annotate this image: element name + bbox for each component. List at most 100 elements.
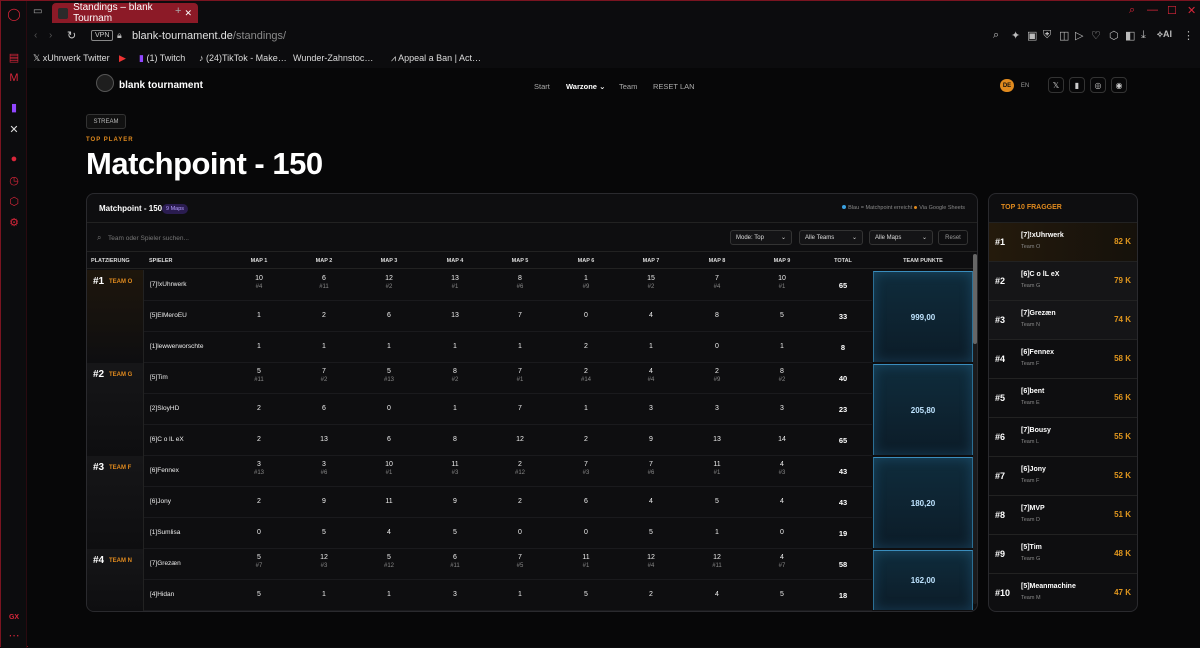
address-bar[interactable]: blank-tournament.de/standings/ — [132, 30, 286, 42]
fragger-row[interactable]: #10 [5]Meanmachine Team M 47 K — [989, 573, 1137, 611]
card-title: Matchpoint - 150 — [99, 204, 163, 213]
reset-button[interactable]: Reset — [938, 230, 968, 245]
search-tabs-icon[interactable]: ⌕ — [1129, 4, 1136, 16]
orange-dot-icon — [914, 206, 918, 209]
minimize-icon[interactable]: — — [1147, 4, 1158, 16]
tab-standings[interactable]: Standings – blank Tournam ✕ — [52, 2, 198, 24]
play-icon[interactable]: ▷ — [1075, 30, 1084, 42]
discord-icon[interactable]: ◉ — [1111, 77, 1127, 93]
table-row[interactable]: [6]C o lL eX 2 13 6 8 12 2 9 13 14 65 — [144, 425, 872, 456]
map-rank: #12 — [514, 470, 525, 476]
fragger-row[interactable]: #6 [7]Bousy Team L 55 K — [989, 417, 1137, 456]
forward-icon[interactable]: › — [49, 30, 53, 41]
table-row[interactable]: [2]SloyHD 2 6 0 1 7 1 3 3 3 23 — [144, 394, 872, 425]
opera-logo-icon[interactable]: ◯ — [7, 7, 21, 21]
map-score: 12 #11 — [702, 554, 732, 569]
map-score: 10 #4 — [244, 275, 274, 290]
vpn-badge[interactable]: VPN — [91, 30, 114, 41]
lang-en[interactable]: EN — [1020, 82, 1030, 89]
fragger-row[interactable]: #5 [6]bent Team E 56 K — [989, 378, 1137, 417]
map-kills: 2 — [715, 368, 719, 375]
tab-switch-icon[interactable]: ▭ — [33, 6, 43, 17]
site-logo[interactable]: blank tournament — [119, 80, 203, 91]
nav-team[interactable]: Team — [619, 82, 638, 91]
mode-select[interactable]: Mode: Top ⌄ — [730, 230, 792, 245]
puzzle-icon[interactable]: ⬡ — [1109, 30, 1119, 42]
shield-icon[interactable]: ⛨ — [1043, 29, 1052, 41]
bookmark-item[interactable]: Wunder-Zahnstoc… — [293, 53, 373, 63]
stream-button[interactable]: STREAM — [86, 114, 126, 129]
map-rank: #7 — [255, 563, 263, 569]
youtube-bookmark-icon[interactable]: ▶ — [119, 53, 126, 63]
table-row[interactable]: [1]Sumlisa 0 5 4 5 0 0 5 1 0 19 — [144, 518, 872, 549]
fragger-row[interactable]: #4 [6]Fennex Team F 58 K — [989, 339, 1137, 378]
history-icon[interactable]: ◷ — [9, 174, 19, 187]
maximize-icon[interactable]: ☐ — [1167, 5, 1177, 17]
back-icon[interactable]: ‹ — [34, 30, 38, 41]
menu-icon[interactable]: ⋮ — [1183, 30, 1194, 42]
more-icon[interactable]: ⋯ — [8, 629, 20, 642]
new-tab-icon[interactable]: + — [175, 5, 182, 17]
table-row[interactable]: [7]Grezæn 5 #7 12 #3 5 #12 6 #11 7 #5 11 #1 12 #4 12 #11… — [144, 549, 872, 580]
close-tab-icon[interactable]: ✕ — [184, 7, 192, 18]
wallet-icon[interactable]: ◧ — [1125, 30, 1136, 42]
scrollbar[interactable] — [973, 254, 977, 604]
table-row[interactable]: [6]Jony 2 9 11 9 2 6 4 5 4 43 — [144, 487, 872, 518]
twitch-icon[interactable]: ▮ — [1069, 77, 1085, 93]
zoom-icon[interactable]: ⌕ — [993, 29, 1000, 41]
nav-warzone[interactable]: Warzone ⌄ — [566, 82, 605, 91]
table-row[interactable]: [7]!xUhrwerk 10 #4 6 #11 12 #2 13 #1 8 #6 1 #9 15 #2 7 #… — [144, 270, 872, 301]
search-input[interactable] — [108, 231, 308, 245]
fragger-row[interactable]: #1 [7]!xUhrwerk Team O 82 K — [989, 222, 1137, 261]
scrollbar-thumb[interactable] — [973, 254, 977, 344]
table-row[interactable]: [6]Fennex 3 #13 3 #6 10 #1 11 #3 2 #12 7 #3 7 #6 11 #1 4 #… — [144, 456, 872, 487]
pin-icon[interactable]: ✦ — [1011, 30, 1021, 42]
reload-icon[interactable]: ↻ — [67, 30, 77, 42]
map-kills: 5 — [715, 498, 719, 505]
gx-label[interactable]: GX — [8, 613, 20, 621]
bookmark-item[interactable]: 𝕏 xUhrwerk Twitter — [33, 53, 110, 64]
map-kills: 7 — [649, 461, 653, 468]
table-row[interactable]: [4]Hidan 5 1 1 3 1 5 2 4 5 18 — [144, 580, 872, 611]
lang-de[interactable]: DE — [1000, 79, 1014, 92]
download-icon[interactable]: ⤓ — [1141, 29, 1146, 41]
settings-icon[interactable]: ⚙ — [9, 216, 19, 229]
map-kills: 9 — [322, 498, 326, 505]
placement-block: #2 TEAM G — [87, 363, 144, 456]
news-icon[interactable]: ▤ — [8, 51, 20, 64]
twitch-icon[interactable]: ▮ — [10, 101, 18, 114]
maps-select[interactable]: Alle Maps ⌄ — [869, 230, 933, 245]
x-icon[interactable]: 𝕏 — [1048, 77, 1064, 93]
fragger-row[interactable]: #7 [6]Jony Team F 52 K — [989, 456, 1137, 495]
close-window-icon[interactable]: ✕ — [1187, 5, 1197, 17]
snapshot-icon[interactable]: ▣ — [1027, 30, 1038, 42]
bookmark-item[interactable]: ⩘ Appeal a Ban | Act… — [391, 53, 481, 64]
table-row[interactable]: [5]ElMeroEU 1 2 6 13 7 0 4 8 5 33 — [144, 301, 872, 332]
cube-icon[interactable]: ◫ — [1059, 30, 1070, 42]
table-row[interactable]: [1]lewwerworschte 1 1 1 1 1 2 1 0 1 8 — [144, 332, 872, 363]
x-icon[interactable]: ✕ — [9, 123, 19, 136]
map-score: 3 #6 — [309, 461, 339, 476]
map-kills: 11 — [713, 461, 721, 468]
table-row[interactable]: [5]Tim 5 #11 7 #2 5 #13 8 #2 7 #1 2 #14 4 #4 2 #9 8 #2 40 — [144, 363, 872, 394]
player-name: [6]Fennex — [150, 467, 179, 474]
nav-start[interactable]: Start — [534, 82, 550, 91]
map-kills: 14 — [778, 436, 786, 443]
fragger-row[interactable]: #8 [7]MVP Team D 51 K — [989, 495, 1137, 534]
map-score: 4 — [636, 312, 666, 319]
logo-icon[interactable] — [96, 74, 114, 92]
bookmark-item[interactable]: ▮ (1) Twitch — [139, 53, 185, 64]
nav-reset-lan[interactable]: RESET LAN — [653, 82, 695, 91]
fragger-row[interactable]: #3 [7]Grezæn Team N 74 K — [989, 300, 1137, 339]
teams-select[interactable]: Alle Teams ⌄ — [799, 230, 863, 245]
fragger-row[interactable]: #9 [5]Tim Team G 48 K — [989, 534, 1137, 573]
instagram-icon[interactable]: ◎ — [1090, 77, 1106, 93]
heart-icon[interactable]: ♡ — [1091, 30, 1101, 42]
spotify-icon[interactable]: ● — [10, 153, 18, 165]
lock-icon[interactable]: 🔒︎ — [117, 30, 122, 40]
extensions-icon[interactable]: ⬡ — [9, 195, 19, 208]
ai-button[interactable]: ⟡AI — [1157, 29, 1172, 39]
mail-icon[interactable]: M — [9, 72, 19, 84]
fragger-row[interactable]: #2 [6]C o lL eX Team G 79 K — [989, 261, 1137, 300]
bookmark-item[interactable]: ♪ (24)TikTok - Make… — [199, 53, 287, 63]
